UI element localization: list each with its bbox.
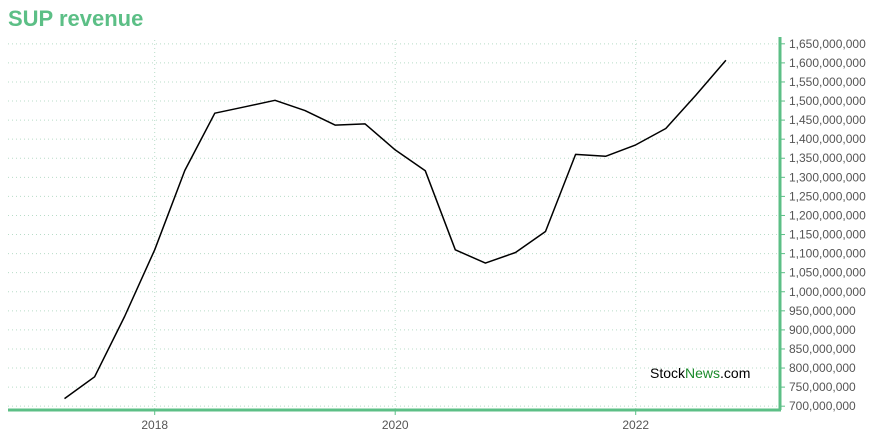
series-lines <box>64 59 727 400</box>
x-tick-label: 2018 <box>141 418 168 432</box>
y-tick-label: 1,300,000,000 <box>789 170 866 184</box>
y-tick-label: 1,100,000,000 <box>789 247 866 261</box>
chart-title: SUP revenue <box>8 6 144 31</box>
y-tick-label: 1,550,000,000 <box>789 75 866 89</box>
tick-labels: 700,000,000 750,000,000 800,000,000 850,000… <box>141 37 866 432</box>
revenue-series-line <box>64 59 727 400</box>
grid-lines <box>8 40 780 410</box>
stocknews-watermark: StockNews.com <box>650 365 750 381</box>
y-tick-label: 1,150,000,000 <box>789 228 866 242</box>
axes <box>8 37 785 415</box>
y-tick-label: 950,000,000 <box>789 304 856 318</box>
y-tick-label: 1,450,000,000 <box>789 113 866 127</box>
y-tick-label: 900,000,000 <box>789 323 856 337</box>
x-tick-label: 2020 <box>382 418 409 432</box>
watermark-part-com: .com <box>720 365 751 381</box>
y-tick-label: 800,000,000 <box>789 361 856 375</box>
y-tick-label: 700,000,000 <box>789 399 856 413</box>
y-tick-label: 1,200,000,000 <box>789 208 866 222</box>
x-tick-label: 2022 <box>622 418 649 432</box>
y-tick-label: 1,000,000,000 <box>789 285 866 299</box>
watermark-part-news: News <box>685 365 721 381</box>
y-tick-label: 1,250,000,000 <box>789 189 866 203</box>
y-tick-label: 1,350,000,000 <box>789 151 866 165</box>
y-tick-label: 1,400,000,000 <box>789 132 866 146</box>
y-tick-label: 850,000,000 <box>789 342 856 356</box>
watermark-part-stock: Stock <box>650 365 686 381</box>
y-tick-label: 750,000,000 <box>789 380 856 394</box>
y-tick-label: 1,650,000,000 <box>789 37 866 51</box>
y-tick-label: 1,500,000,000 <box>789 94 866 108</box>
y-tick-label: 1,050,000,000 <box>789 266 866 280</box>
y-tick-label: 1,600,000,000 <box>789 56 866 70</box>
